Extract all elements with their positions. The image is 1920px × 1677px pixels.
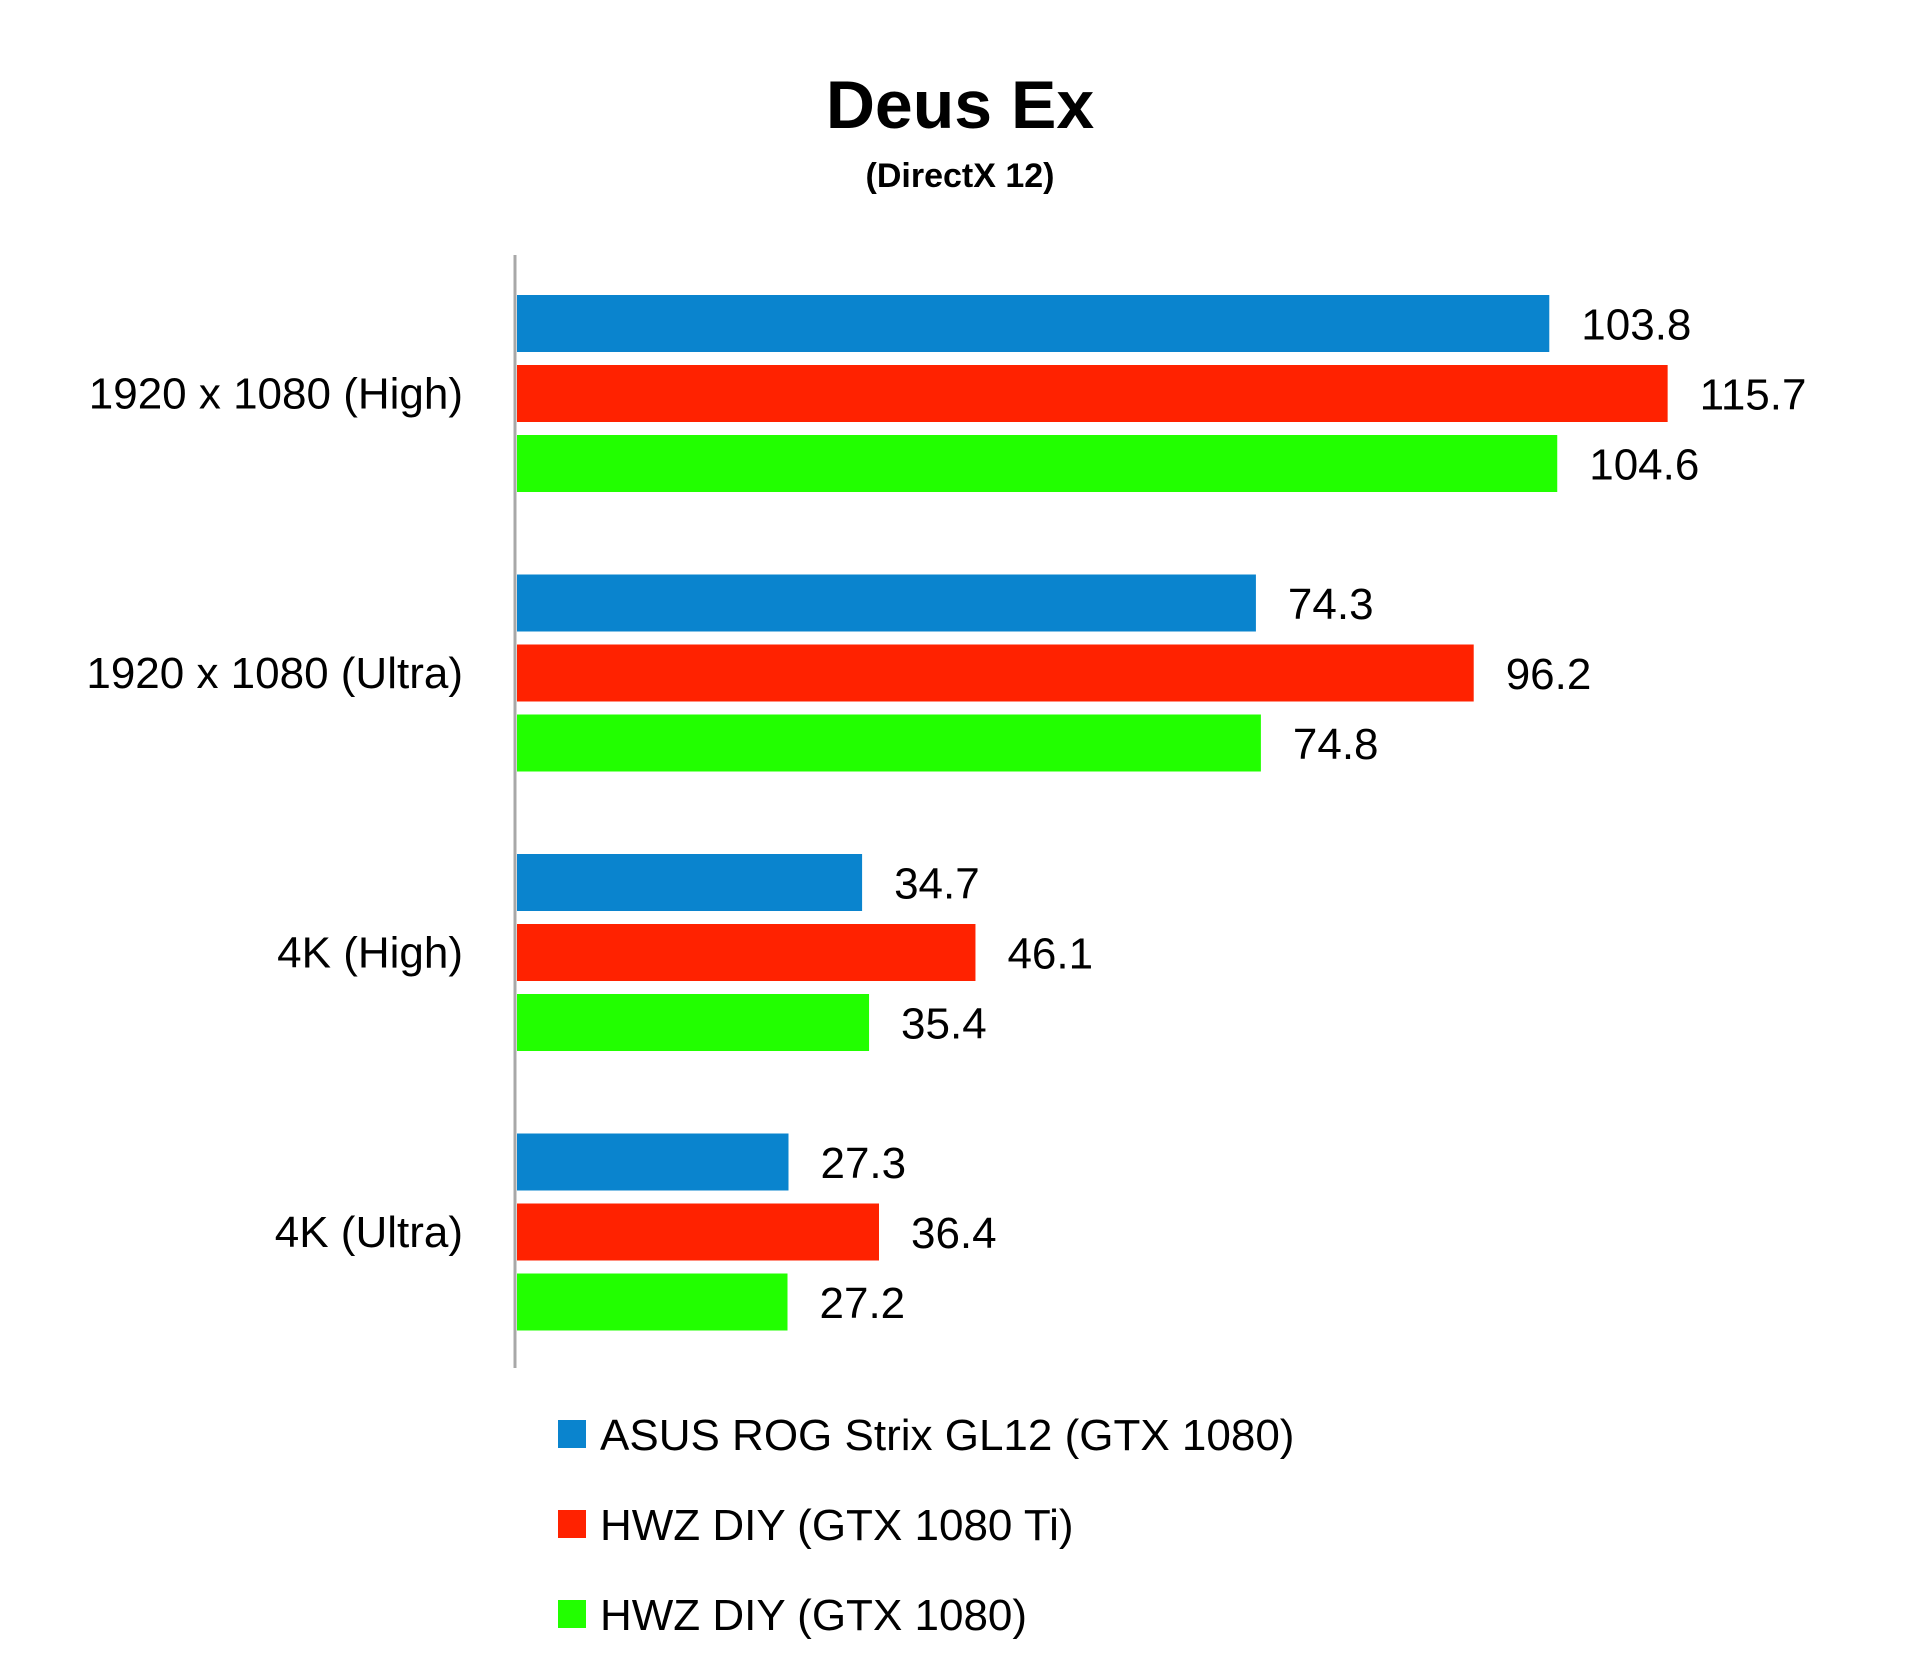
bar — [517, 295, 1550, 352]
category-labels: 1920 x 1080 (High) 1920 x 1080 (Ultra) 4K … — [86, 370, 463, 1258]
data-label: 46.1 — [1007, 930, 1093, 979]
chart-title: Deus Ex — [826, 67, 1095, 143]
legend: ASUS ROG Strix GL12 (GTX 1080) HWZ DIY (G… — [558, 1411, 1294, 1640]
bar — [517, 435, 1558, 492]
legend-label: ASUS ROG Strix GL12 (GTX 1080) — [600, 1411, 1294, 1460]
category-label: 4K (High) — [277, 929, 463, 978]
chart-subtitle: (DirectX 12) — [866, 157, 1055, 195]
legend-swatch — [558, 1510, 586, 1538]
category-label: 4K (Ultra) — [275, 1208, 463, 1257]
data-label: 103.8 — [1581, 301, 1691, 350]
bar — [517, 365, 1668, 422]
bar — [517, 714, 1261, 772]
legend-swatch — [558, 1600, 586, 1628]
bar — [517, 644, 1474, 702]
data-label: 34.7 — [894, 860, 980, 909]
data-label: 104.6 — [1589, 441, 1699, 490]
data-label: 74.3 — [1288, 580, 1374, 629]
data-label: 27.2 — [820, 1279, 906, 1328]
bar — [517, 1273, 788, 1331]
data-label: 27.3 — [820, 1139, 906, 1188]
bar — [517, 924, 976, 981]
bar — [517, 1203, 879, 1261]
legend-label: HWZ DIY (GTX 1080) — [600, 1591, 1027, 1640]
data-label: 36.4 — [911, 1209, 997, 1258]
category-label: 1920 x 1080 (High) — [89, 370, 463, 419]
data-label: 115.7 — [1700, 371, 1807, 420]
category-label: 1920 x 1080 (Ultra) — [86, 649, 463, 698]
data-label: 35.4 — [901, 1000, 987, 1049]
legend-label: HWZ DIY (GTX 1080 Ti) — [600, 1501, 1074, 1550]
bars — [517, 295, 1668, 1331]
bar — [517, 1133, 789, 1191]
data-label: 74.8 — [1293, 720, 1379, 769]
bar — [517, 574, 1256, 632]
bar — [517, 994, 870, 1051]
data-label: 96.2 — [1506, 650, 1592, 699]
bar — [517, 854, 863, 911]
legend-swatch — [558, 1420, 586, 1448]
